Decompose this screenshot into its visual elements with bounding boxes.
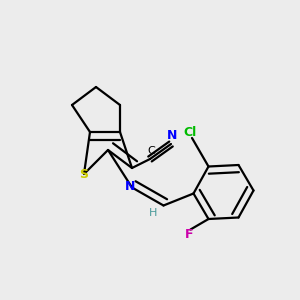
Text: H: H	[149, 208, 157, 218]
Text: F: F	[185, 228, 193, 242]
Text: S: S	[80, 167, 88, 181]
Text: N: N	[125, 179, 136, 193]
Text: N: N	[167, 129, 178, 142]
Text: Cl: Cl	[184, 126, 197, 139]
Text: C: C	[148, 146, 155, 157]
